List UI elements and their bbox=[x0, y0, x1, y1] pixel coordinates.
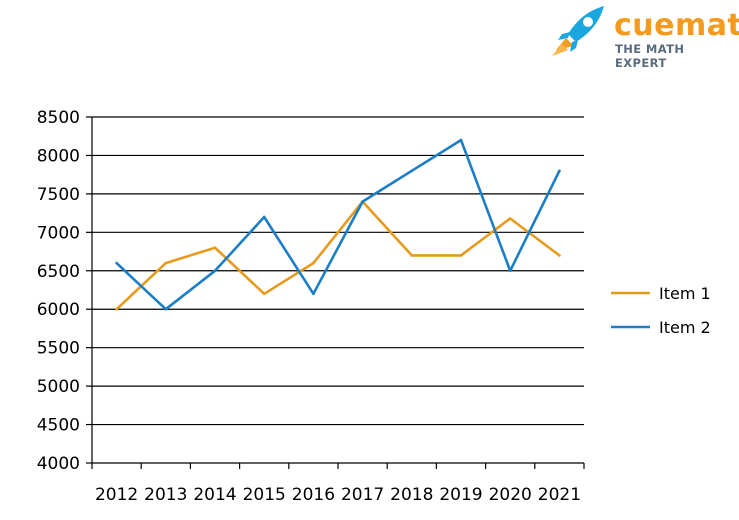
data-point bbox=[558, 254, 561, 257]
brand-wordmark: cuemath bbox=[614, 8, 739, 43]
data-point bbox=[164, 307, 168, 311]
data-point bbox=[459, 138, 463, 142]
legend-label: Item 2 bbox=[659, 318, 711, 337]
series-line-1 bbox=[115, 200, 561, 311]
cuemath-logo: cuemath THE MATH EXPERT bbox=[548, 4, 739, 70]
x-tick-label: 2021 bbox=[538, 485, 581, 505]
y-tick-label: 7500 bbox=[37, 185, 80, 205]
x-tick-label: 2016 bbox=[292, 485, 335, 505]
y-tick-label: 5500 bbox=[37, 339, 80, 359]
x-tick-label: 2014 bbox=[193, 485, 236, 505]
y-tick-label: 6000 bbox=[37, 300, 80, 320]
data-point bbox=[164, 261, 168, 265]
series-line-2 bbox=[115, 138, 561, 311]
data-point bbox=[508, 217, 512, 220]
y-tick-label: 8500 bbox=[37, 108, 80, 128]
data-point bbox=[262, 215, 266, 219]
rocket-icon bbox=[552, 6, 604, 56]
x-tick-label: 2018 bbox=[390, 485, 433, 505]
data-point bbox=[558, 169, 561, 173]
series-lines bbox=[115, 138, 561, 311]
data-point bbox=[459, 254, 463, 257]
y-tick-label: 5000 bbox=[37, 377, 80, 397]
y-tick-label: 8000 bbox=[37, 146, 80, 166]
x-axis-ticks: 2012 2013 2014 2015 2016 2017 2018 2019 2020 2021 bbox=[95, 485, 581, 505]
x-tick-label: 2013 bbox=[144, 485, 187, 505]
data-point bbox=[312, 292, 315, 296]
data-point bbox=[262, 292, 266, 296]
brand-tagline: THE MATH EXPERT bbox=[615, 42, 685, 70]
y-axis-ticks: 4000 4500 5000 5500 6000 6500 7000 7500 8000 8500 bbox=[37, 108, 80, 474]
data-point bbox=[115, 261, 118, 265]
data-point bbox=[361, 200, 364, 203]
y-tick-label: 4500 bbox=[37, 416, 80, 436]
x-tick-label: 2015 bbox=[243, 485, 286, 505]
x-tick-label: 2020 bbox=[489, 485, 532, 505]
data-point bbox=[213, 269, 217, 273]
y-tick-label: 4000 bbox=[37, 454, 80, 474]
axes bbox=[86, 116, 585, 469]
data-point bbox=[508, 269, 512, 273]
y-tick-label: 6500 bbox=[37, 262, 80, 282]
x-tick-label: 2012 bbox=[95, 485, 138, 505]
legend: Item 1 Item 2 bbox=[611, 284, 711, 337]
gridlines bbox=[92, 116, 584, 464]
legend-label: Item 1 bbox=[659, 284, 711, 303]
data-point bbox=[410, 169, 414, 173]
x-tick-label: 2019 bbox=[439, 485, 482, 505]
data-point bbox=[312, 261, 315, 265]
data-point bbox=[410, 254, 414, 257]
x-tick-label: 2017 bbox=[341, 485, 384, 505]
data-point bbox=[213, 246, 217, 250]
y-tick-label: 7000 bbox=[37, 223, 80, 243]
data-point bbox=[115, 307, 118, 311]
